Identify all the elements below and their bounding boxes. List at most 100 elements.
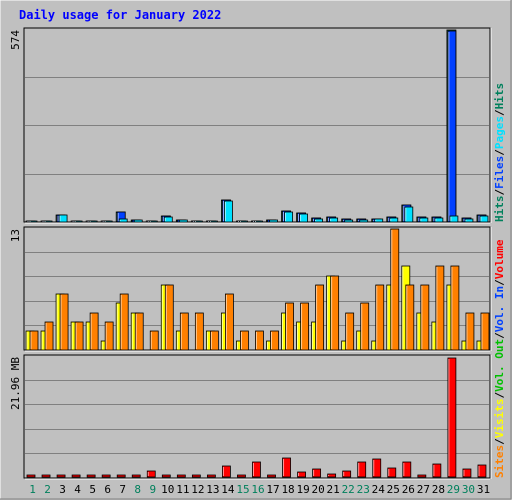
bar-pages bbox=[118, 218, 128, 223]
bar-sites bbox=[360, 302, 370, 351]
bar-volume bbox=[116, 474, 126, 478]
y-max-label: 574 bbox=[9, 30, 22, 50]
bar-pages bbox=[344, 219, 354, 223]
bar-pages bbox=[284, 211, 293, 223]
x-tick-label: 29 bbox=[447, 483, 460, 496]
bar-sites bbox=[270, 330, 279, 351]
x-tick-label: 2 bbox=[44, 483, 51, 496]
x-tick-label: 24 bbox=[372, 483, 386, 496]
bar-volume bbox=[86, 474, 96, 478]
x-tick-label: 25 bbox=[387, 483, 400, 496]
bar-volume bbox=[417, 474, 427, 478]
bar-sites bbox=[74, 321, 84, 351]
bar-volume bbox=[56, 474, 66, 478]
x-tick-label: 1 bbox=[29, 483, 36, 496]
bar-pages bbox=[58, 214, 68, 223]
bar-volume bbox=[252, 461, 261, 478]
x-tick-label: 6 bbox=[104, 483, 111, 496]
bar-sites bbox=[300, 302, 309, 351]
right-legend: Hits/Files/Pages/Hits Sites/Visits/Vol. O… bbox=[493, 83, 506, 478]
bar-pages bbox=[193, 220, 203, 223]
x-tick-label: 12 bbox=[191, 483, 204, 496]
bar-pages bbox=[28, 220, 38, 223]
bar-pages bbox=[359, 219, 369, 223]
y-max-label: 21.96 MB bbox=[9, 357, 22, 410]
bar-pages bbox=[464, 218, 474, 223]
y-max-label: 13 bbox=[9, 229, 22, 242]
bar-volume bbox=[131, 474, 141, 478]
bar-sites bbox=[44, 321, 54, 351]
bar-pages bbox=[374, 218, 384, 223]
bar-volume bbox=[161, 474, 171, 478]
bar-volume bbox=[432, 463, 442, 478]
x-tick-label: 17 bbox=[266, 483, 279, 496]
x-tick-label: 18 bbox=[281, 483, 294, 496]
x-tick-label: 5 bbox=[89, 483, 96, 496]
bar-volume bbox=[477, 464, 487, 478]
bar-volume bbox=[146, 470, 156, 478]
bar-volume bbox=[267, 474, 276, 478]
bar-sites bbox=[164, 284, 174, 351]
bar-pages bbox=[314, 218, 324, 223]
x-tick-label: 20 bbox=[312, 483, 325, 496]
bar-sites bbox=[315, 284, 325, 351]
bar-sites bbox=[29, 330, 39, 351]
bar-pages bbox=[269, 219, 278, 223]
bar-volume bbox=[327, 473, 337, 478]
x-tick-label: 31 bbox=[477, 483, 490, 496]
bar-volume bbox=[71, 474, 81, 478]
x-tick-label: 11 bbox=[176, 483, 189, 496]
bar-pages bbox=[73, 220, 83, 223]
bar-pages bbox=[254, 220, 263, 223]
bar-volume bbox=[191, 474, 201, 478]
x-tick-label: 10 bbox=[161, 483, 174, 496]
bar-volume bbox=[462, 468, 472, 478]
bar-pages bbox=[404, 206, 414, 223]
bar-sites bbox=[405, 284, 415, 351]
x-tick-label: 14 bbox=[221, 483, 235, 496]
x-tick-label: 30 bbox=[462, 483, 475, 496]
bar-pages bbox=[329, 217, 339, 223]
bar-sites bbox=[194, 312, 204, 351]
bar-volume bbox=[342, 470, 352, 478]
bar-pages bbox=[419, 217, 429, 223]
bar-pages bbox=[43, 220, 53, 223]
bar-sites bbox=[435, 265, 445, 351]
bar-sites bbox=[480, 312, 490, 351]
x-tick-label: 22 bbox=[342, 483, 355, 496]
chart-title: Daily usage for January 2022 bbox=[19, 8, 221, 22]
bar-volume bbox=[282, 457, 291, 478]
x-tick-label: 16 bbox=[251, 483, 264, 496]
bar-volume bbox=[206, 474, 216, 478]
x-tick-label: 9 bbox=[149, 483, 156, 496]
bar-sites bbox=[255, 330, 264, 351]
bar-volume bbox=[41, 474, 51, 478]
x-tick-label: 13 bbox=[206, 483, 219, 496]
bar-pages bbox=[299, 213, 308, 223]
bar-volume bbox=[312, 468, 322, 478]
bar-volume bbox=[357, 461, 367, 478]
bar-sites bbox=[179, 312, 189, 351]
bar-pages bbox=[103, 220, 113, 223]
bar-sites bbox=[375, 284, 385, 351]
bar-sites bbox=[134, 312, 144, 351]
x-tick-label: 28 bbox=[432, 483, 445, 496]
bar-sites bbox=[345, 312, 355, 351]
bar-volume bbox=[447, 357, 457, 478]
bar-pages bbox=[148, 220, 158, 223]
bar-volume bbox=[387, 467, 397, 478]
bar-pages bbox=[88, 220, 98, 223]
bar-sites bbox=[465, 312, 475, 351]
bar-volume bbox=[237, 474, 246, 478]
bar-sites bbox=[225, 293, 234, 351]
bar-pages bbox=[208, 220, 218, 223]
bar-sites bbox=[450, 265, 460, 351]
bar-sites bbox=[59, 293, 69, 351]
bar-pages bbox=[178, 219, 188, 223]
bar-volume bbox=[222, 465, 231, 478]
bar-sites bbox=[285, 302, 294, 351]
x-tick-label: 3 bbox=[59, 483, 66, 496]
x-tick-label: 27 bbox=[417, 483, 430, 496]
bar-volume bbox=[176, 474, 186, 478]
